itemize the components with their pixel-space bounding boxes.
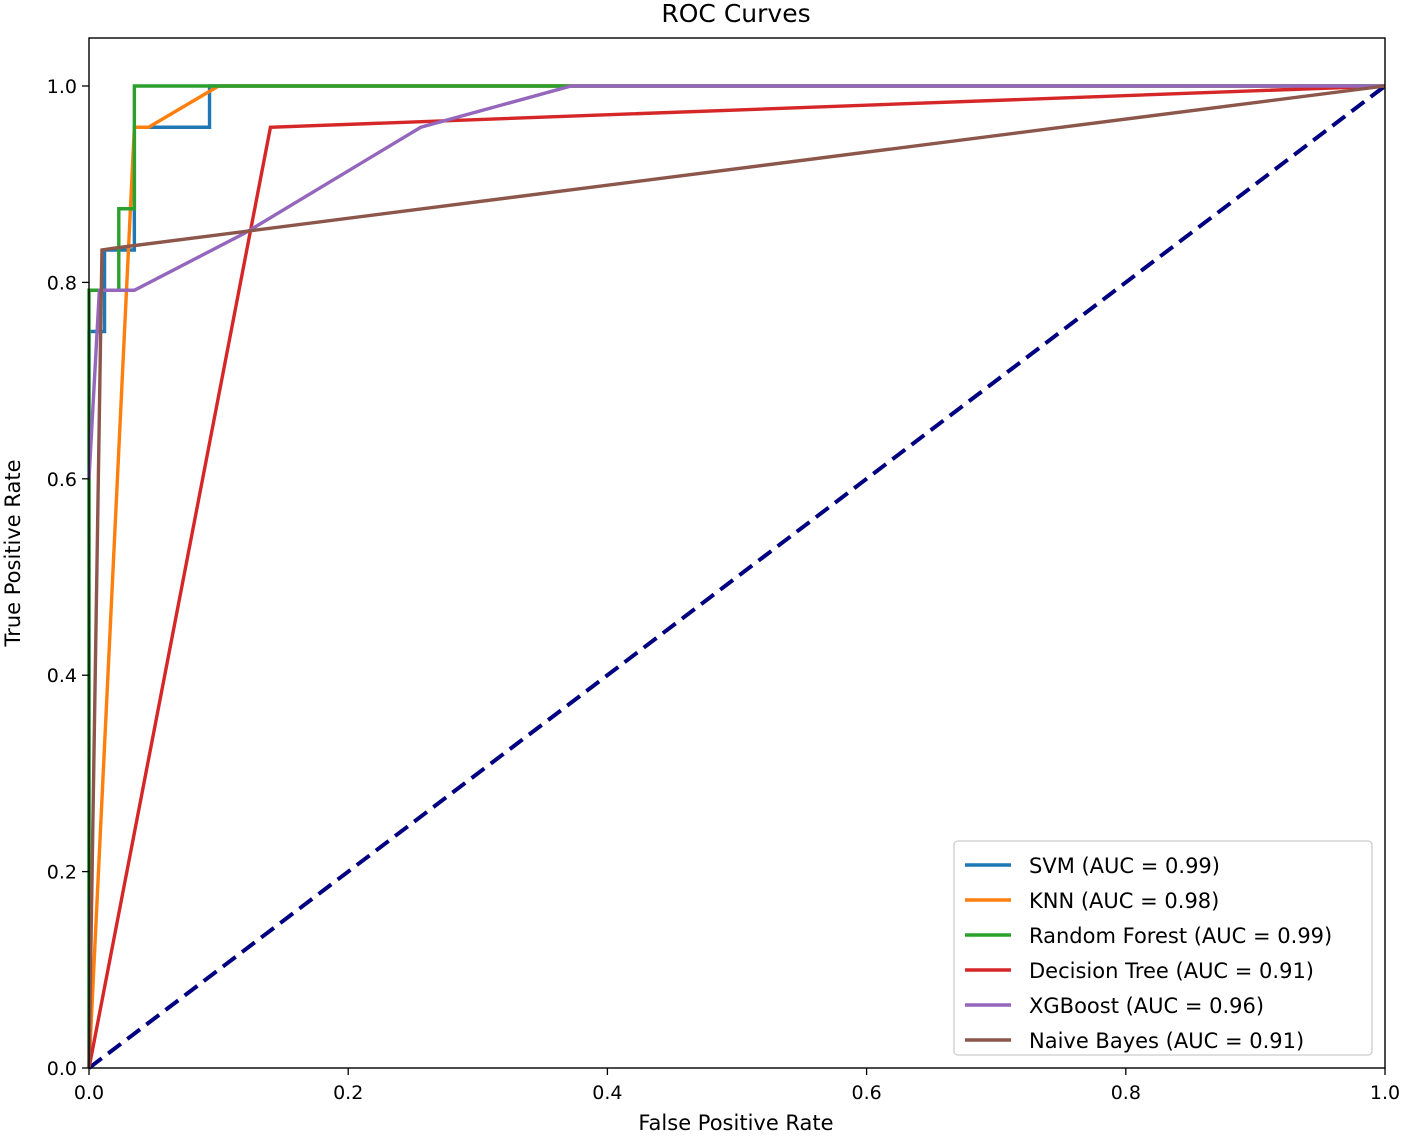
y-axis-title: True Positive Rate [1,459,25,647]
x-tick-label: 0.8 [1111,1082,1141,1104]
x-axis: 0.0 0.2 0.4 0.6 0.8 1.0 [74,1068,1400,1104]
y-tick-label: 0.4 [47,665,77,687]
series-line-svm [87,84,1385,1068]
y-tick-label: 0.2 [47,862,77,884]
legend-label-knn: KNN (AUC = 0.98) [1029,889,1219,913]
legend-label-svm: SVM (AUC = 0.99) [1029,854,1220,878]
x-tick-label: 0.2 [333,1082,363,1104]
legend-label-random-forest: Random Forest (AUC = 0.99) [1029,924,1332,948]
x-tick-label: 0.4 [592,1082,622,1104]
legend: SVM (AUC = 0.99) KNN (AUC = 0.98) Random F… [953,840,1373,1056]
legend-label-xgboost: XGBoost (AUC = 0.96) [1029,994,1264,1018]
plot-frame [88,37,1386,1069]
legend-box [953,840,1373,1056]
chart-title: ROC Curves [661,0,810,28]
plot-lines [87,84,1387,1070]
x-tick-label: 1.0 [1370,1082,1400,1104]
y-tick-label: 0.8 [47,272,77,294]
y-tick-label: 1.0 [47,76,77,98]
series-line-decision-tree [87,84,1386,1069]
series-line-xgboost [87,84,1385,479]
series-line-naive-bayes [87,84,1386,1069]
x-axis-title: False Positive Rate [638,1111,833,1135]
legend-label-naive-bayes: Naive Bayes (AUC = 0.91) [1029,1029,1304,1053]
legend-label-decision-tree: Decision Tree (AUC = 0.91) [1029,959,1314,983]
y-tick-label: 0.0 [47,1058,77,1080]
x-tick-label: 0.0 [74,1082,104,1104]
x-tick-label: 0.6 [851,1082,881,1104]
y-axis: 0.0 0.2 0.4 0.6 0.8 1.0 [47,76,89,1080]
y-tick-label: 0.6 [47,469,77,491]
reference-line-chance [87,84,1387,1070]
